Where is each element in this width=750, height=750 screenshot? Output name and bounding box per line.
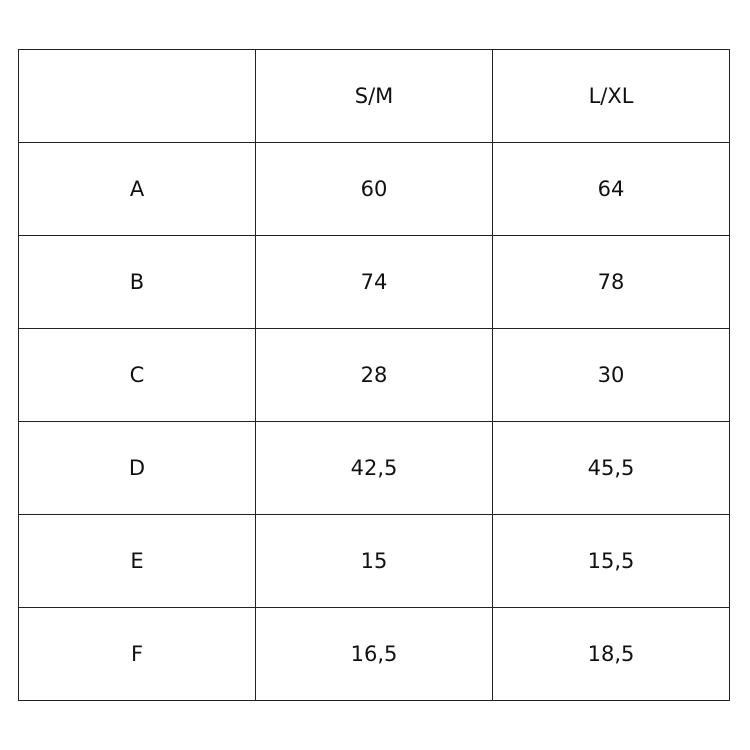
cell-value: 16,5: [255, 607, 493, 701]
cell-value: 74: [255, 235, 493, 329]
table-row: D 42,5 45,5: [18, 421, 730, 515]
cell-value: 60: [255, 142, 493, 236]
table-row: B 74 78: [18, 235, 730, 329]
cell-value: 15,5: [492, 514, 730, 608]
cell-value: 18,5: [492, 607, 730, 701]
cell-value: 45,5: [492, 421, 730, 515]
header-row: S/M L/XL: [18, 49, 730, 143]
cell-value: 78: [492, 235, 730, 329]
table-row: C 28 30: [18, 328, 730, 422]
table-row: F 16,5 18,5: [18, 607, 730, 701]
row-label: A: [18, 142, 256, 236]
size-chart-table: S/M L/XL A 60 64 B 74 78 C 28 30 D 42,5 …: [18, 49, 730, 701]
header-cell-sm: S/M: [255, 49, 493, 143]
row-label: F: [18, 607, 256, 701]
cell-value: 30: [492, 328, 730, 422]
cell-value: 42,5: [255, 421, 493, 515]
table-row: E 15 15,5: [18, 514, 730, 608]
cell-value: 15: [255, 514, 493, 608]
cell-value: 64: [492, 142, 730, 236]
row-label: B: [18, 235, 256, 329]
table-row: A 60 64: [18, 142, 730, 236]
row-label: D: [18, 421, 256, 515]
row-label: E: [18, 514, 256, 608]
row-label: C: [18, 328, 256, 422]
cell-value: 28: [255, 328, 493, 422]
header-cell-empty: [18, 49, 256, 143]
header-cell-lxl: L/XL: [492, 49, 730, 143]
